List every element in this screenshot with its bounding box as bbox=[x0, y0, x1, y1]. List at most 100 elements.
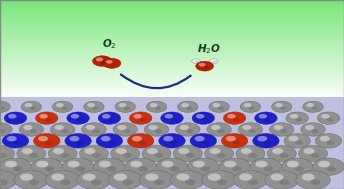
Circle shape bbox=[195, 61, 198, 63]
Circle shape bbox=[195, 136, 205, 141]
Bar bbox=[0, 99, 344, 100]
Circle shape bbox=[108, 118, 115, 122]
Bar bbox=[0, 48, 344, 49]
Bar bbox=[0, 15, 344, 17]
Bar bbox=[0, 46, 344, 48]
Circle shape bbox=[0, 123, 12, 136]
Circle shape bbox=[93, 107, 98, 110]
Circle shape bbox=[284, 134, 310, 148]
Circle shape bbox=[272, 148, 283, 154]
Circle shape bbox=[155, 107, 161, 110]
Circle shape bbox=[79, 146, 108, 161]
Circle shape bbox=[93, 56, 112, 66]
Bar bbox=[0, 31, 344, 32]
Bar bbox=[0, 73, 344, 75]
Circle shape bbox=[311, 180, 321, 185]
Circle shape bbox=[96, 57, 103, 61]
Circle shape bbox=[21, 101, 42, 112]
Circle shape bbox=[223, 112, 246, 124]
Circle shape bbox=[149, 125, 158, 130]
Circle shape bbox=[31, 158, 63, 175]
Bar bbox=[0, 81, 344, 82]
Circle shape bbox=[92, 180, 101, 185]
Bar bbox=[0, 80, 344, 81]
Circle shape bbox=[124, 107, 130, 110]
Circle shape bbox=[14, 118, 21, 122]
Circle shape bbox=[255, 112, 277, 124]
Circle shape bbox=[92, 153, 100, 158]
Bar bbox=[0, 45, 344, 46]
Bar bbox=[0, 6, 344, 8]
Circle shape bbox=[187, 158, 219, 175]
Bar bbox=[0, 19, 344, 21]
Bar bbox=[0, 18, 344, 19]
Circle shape bbox=[48, 146, 77, 161]
Circle shape bbox=[76, 140, 84, 145]
Circle shape bbox=[196, 114, 204, 119]
Circle shape bbox=[83, 174, 96, 181]
Circle shape bbox=[130, 161, 142, 167]
Circle shape bbox=[96, 134, 122, 148]
Circle shape bbox=[113, 123, 138, 136]
Circle shape bbox=[305, 125, 314, 130]
Bar bbox=[0, 82, 344, 84]
Circle shape bbox=[248, 153, 257, 158]
Bar bbox=[0, 102, 344, 103]
Circle shape bbox=[106, 60, 113, 64]
Bar bbox=[0, 23, 344, 24]
Circle shape bbox=[62, 158, 94, 175]
Bar bbox=[0, 71, 344, 72]
Circle shape bbox=[327, 118, 334, 122]
Circle shape bbox=[296, 170, 330, 189]
Circle shape bbox=[30, 107, 36, 110]
Circle shape bbox=[114, 174, 127, 181]
FancyArrowPatch shape bbox=[121, 74, 190, 88]
Circle shape bbox=[139, 170, 174, 189]
Circle shape bbox=[208, 174, 221, 181]
Circle shape bbox=[196, 61, 214, 71]
Circle shape bbox=[176, 174, 190, 181]
Circle shape bbox=[236, 146, 265, 161]
Bar bbox=[0, 88, 344, 89]
Circle shape bbox=[249, 129, 256, 133]
Circle shape bbox=[76, 166, 85, 171]
Circle shape bbox=[217, 180, 227, 185]
Circle shape bbox=[22, 148, 33, 154]
Circle shape bbox=[107, 140, 115, 145]
Circle shape bbox=[211, 125, 221, 130]
Bar bbox=[0, 14, 344, 15]
Circle shape bbox=[203, 66, 209, 69]
Circle shape bbox=[0, 170, 17, 189]
Circle shape bbox=[265, 170, 299, 189]
Circle shape bbox=[295, 118, 302, 122]
Circle shape bbox=[61, 153, 69, 158]
Bar bbox=[0, 53, 344, 54]
Circle shape bbox=[161, 112, 183, 124]
Circle shape bbox=[146, 101, 167, 112]
Circle shape bbox=[232, 166, 242, 171]
Bar bbox=[0, 35, 344, 36]
Circle shape bbox=[238, 123, 263, 136]
Circle shape bbox=[258, 114, 267, 119]
Circle shape bbox=[39, 114, 48, 119]
Circle shape bbox=[313, 158, 344, 175]
Circle shape bbox=[239, 174, 252, 181]
Circle shape bbox=[224, 161, 236, 167]
Bar bbox=[0, 84, 344, 85]
Bar bbox=[0, 21, 344, 22]
Circle shape bbox=[180, 125, 189, 130]
Bar bbox=[0, 75, 344, 76]
Circle shape bbox=[317, 112, 340, 124]
Bar bbox=[0, 9, 344, 10]
Circle shape bbox=[306, 103, 314, 107]
Bar bbox=[0, 3, 344, 4]
Circle shape bbox=[243, 125, 252, 130]
Bar bbox=[0, 54, 344, 55]
Circle shape bbox=[128, 134, 154, 148]
Circle shape bbox=[164, 114, 173, 119]
Circle shape bbox=[116, 148, 127, 154]
Circle shape bbox=[102, 114, 110, 119]
Circle shape bbox=[178, 101, 198, 112]
Circle shape bbox=[123, 153, 132, 158]
Bar bbox=[0, 0, 344, 1]
